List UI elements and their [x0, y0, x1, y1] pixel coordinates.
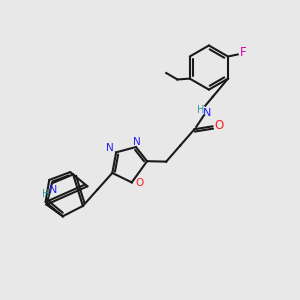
Text: O: O — [214, 118, 223, 132]
Text: F: F — [240, 46, 246, 59]
Text: N: N — [134, 137, 141, 147]
Text: O: O — [136, 178, 144, 188]
Text: N: N — [49, 185, 57, 195]
Text: N: N — [203, 108, 212, 118]
Text: H: H — [197, 105, 205, 115]
Text: H: H — [42, 190, 50, 200]
Text: N: N — [106, 142, 114, 153]
